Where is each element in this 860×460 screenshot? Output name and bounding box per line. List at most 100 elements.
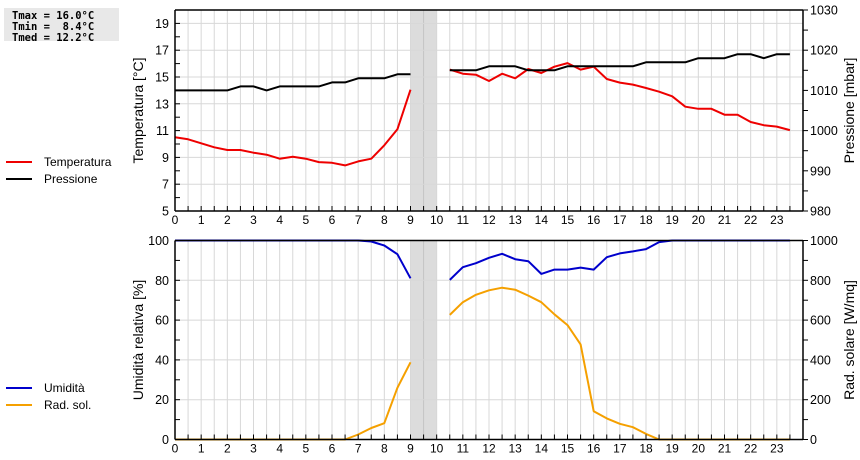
y-tick-label: 0 bbox=[162, 433, 169, 447]
y2-tick-label: 980 bbox=[810, 205, 831, 219]
x-tick-label: 16 bbox=[587, 213, 601, 227]
x-tick-label: 15 bbox=[561, 442, 575, 456]
y2-tick-label: 400 bbox=[810, 353, 831, 367]
x-tick-label: 8 bbox=[381, 442, 388, 456]
x-tick-label: 23 bbox=[770, 213, 784, 227]
y2-tick-label: 1000 bbox=[810, 234, 838, 248]
x-tick-label: 5 bbox=[302, 442, 309, 456]
x-tick-label: 1 bbox=[198, 442, 205, 456]
legend-bottom: Umidità Rad. sol. bbox=[6, 379, 91, 413]
y-tick-label: 40 bbox=[155, 353, 169, 367]
x-tick-label: 22 bbox=[744, 442, 758, 456]
x-tick-label: 13 bbox=[508, 442, 522, 456]
temperature-pressure-chart: 0 1 2 3 4 5 6 7 8 9 10 11 12 13 14 15 16 17 18 19 20 21 22 2357… bbox=[130, 4, 857, 228]
y-tick-label: 60 bbox=[155, 314, 169, 328]
y2-tick-label: 1010 bbox=[810, 84, 838, 98]
y2-tick-label: 800 bbox=[810, 274, 831, 288]
x-tick-label: 18 bbox=[639, 213, 653, 227]
x-tick-label: 0 bbox=[172, 442, 179, 456]
series-line-pressione bbox=[449, 53, 790, 72]
y2-axis-title: Rad. solare [W/mq] bbox=[841, 280, 857, 400]
x-tick-label: 17 bbox=[613, 442, 627, 456]
x-tick-label: 12 bbox=[482, 442, 496, 456]
x-tick-label: 17 bbox=[613, 213, 627, 227]
series-line-temperatura bbox=[449, 62, 791, 132]
x-tick-label: 5 bbox=[302, 213, 309, 227]
x-tick-label: 22 bbox=[744, 213, 758, 227]
y-tick-label: 19 bbox=[155, 17, 169, 31]
legend-item-temperatura: Temperatura bbox=[6, 153, 111, 170]
y-tick-label: 15 bbox=[155, 71, 169, 85]
stat-tmax: Tmax = 16.0°C bbox=[12, 10, 95, 22]
x-tick-label: 13 bbox=[508, 213, 522, 227]
x-tick-label: 6 bbox=[329, 442, 336, 456]
y2-tick-label: 1020 bbox=[810, 44, 838, 58]
y-tick-label: 80 bbox=[155, 274, 169, 288]
series-line-pressione bbox=[175, 73, 411, 92]
x-tick-label: 1 bbox=[198, 213, 205, 227]
legend-swatch bbox=[6, 177, 32, 180]
legend-label: Rad. sol. bbox=[44, 397, 92, 412]
y2-tick-label: 0 bbox=[810, 433, 817, 447]
stats-box: Tmax = 16.0°C Tmin = 8.4°C Tmed = 12.2°C bbox=[4, 8, 119, 44]
y-tick-label: 17 bbox=[155, 44, 169, 58]
y-tick-label: 13 bbox=[155, 97, 169, 111]
x-tick-label: 3 bbox=[250, 213, 257, 227]
x-tick-label: 11 bbox=[457, 442, 470, 456]
x-tick-label: 20 bbox=[692, 213, 706, 227]
x-tick-label: 12 bbox=[482, 213, 496, 227]
x-tick-label: 9 bbox=[407, 442, 414, 456]
legend-swatch bbox=[6, 403, 32, 406]
x-tick-label: 19 bbox=[665, 213, 679, 227]
stat-tmin: Tmin = 8.4°C bbox=[12, 21, 95, 33]
x-tick-label: 8 bbox=[381, 213, 388, 227]
series-line-temperatura bbox=[174, 89, 412, 167]
x-tick-label: 10 bbox=[430, 213, 444, 227]
y2-tick-label: 600 bbox=[810, 314, 831, 328]
y2-tick-label: 200 bbox=[810, 393, 831, 407]
x-tick-label: 4 bbox=[276, 442, 283, 456]
x-tick-label: 19 bbox=[665, 442, 679, 456]
legend-top: Temperatura Pressione bbox=[6, 153, 111, 187]
x-tick-label: 18 bbox=[639, 442, 653, 456]
y-tick-label: 7 bbox=[162, 178, 169, 192]
y-tick-label: 100 bbox=[148, 234, 169, 248]
y-tick-label: 9 bbox=[162, 151, 169, 165]
x-tick-label: 14 bbox=[535, 442, 549, 456]
x-tick-label: 21 bbox=[718, 213, 732, 227]
x-tick-label: 3 bbox=[250, 442, 257, 456]
legend-label: Umidità bbox=[44, 380, 85, 395]
legend-item-radsol: Rad. sol. bbox=[6, 396, 91, 413]
x-tick-label: 7 bbox=[355, 213, 362, 227]
x-tick-label: 20 bbox=[692, 442, 706, 456]
y2-tick-label: 1030 bbox=[810, 4, 838, 18]
x-tick-label: 21 bbox=[718, 442, 732, 456]
legend-swatch bbox=[6, 386, 32, 389]
y2-axis-title: Pressione [mbar] bbox=[841, 58, 857, 164]
x-tick-label: 15 bbox=[561, 213, 575, 227]
x-tick-label: 2 bbox=[224, 213, 231, 227]
x-tick-label: 10 bbox=[430, 442, 444, 456]
legend-swatch bbox=[6, 160, 32, 163]
y-tick-label: 5 bbox=[162, 205, 169, 219]
legend-item-umidita: Umidità bbox=[6, 379, 91, 396]
y-tick-label: 11 bbox=[156, 124, 169, 138]
legend-label: Temperatura bbox=[44, 154, 112, 169]
y2-tick-label: 990 bbox=[810, 164, 831, 178]
y-axis-title: Umidità relativa [%] bbox=[130, 280, 146, 401]
legend-item-pressione: Pressione bbox=[6, 170, 111, 187]
x-tick-label: 14 bbox=[535, 213, 549, 227]
humidity-radiation-chart: 0 1 2 3 4 5 6 7 8 9 10 11 12 13 14 15 16 17 18 19 20 21 22 2302… bbox=[130, 234, 857, 456]
legend-label: Pressione bbox=[44, 171, 98, 186]
x-tick-label: 9 bbox=[407, 213, 414, 227]
y2-tick-label: 1000 bbox=[810, 124, 838, 138]
y-axis-title: Temperatura [°C] bbox=[130, 58, 146, 164]
x-tick-label: 4 bbox=[276, 213, 283, 227]
y-tick-label: 20 bbox=[155, 393, 169, 407]
x-tick-label: 2 bbox=[224, 442, 231, 456]
x-tick-label: 6 bbox=[329, 213, 336, 227]
stat-tmed: Tmed = 12.2°C bbox=[12, 32, 95, 44]
x-tick-label: 23 bbox=[770, 442, 784, 456]
x-tick-label: 0 bbox=[172, 213, 179, 227]
